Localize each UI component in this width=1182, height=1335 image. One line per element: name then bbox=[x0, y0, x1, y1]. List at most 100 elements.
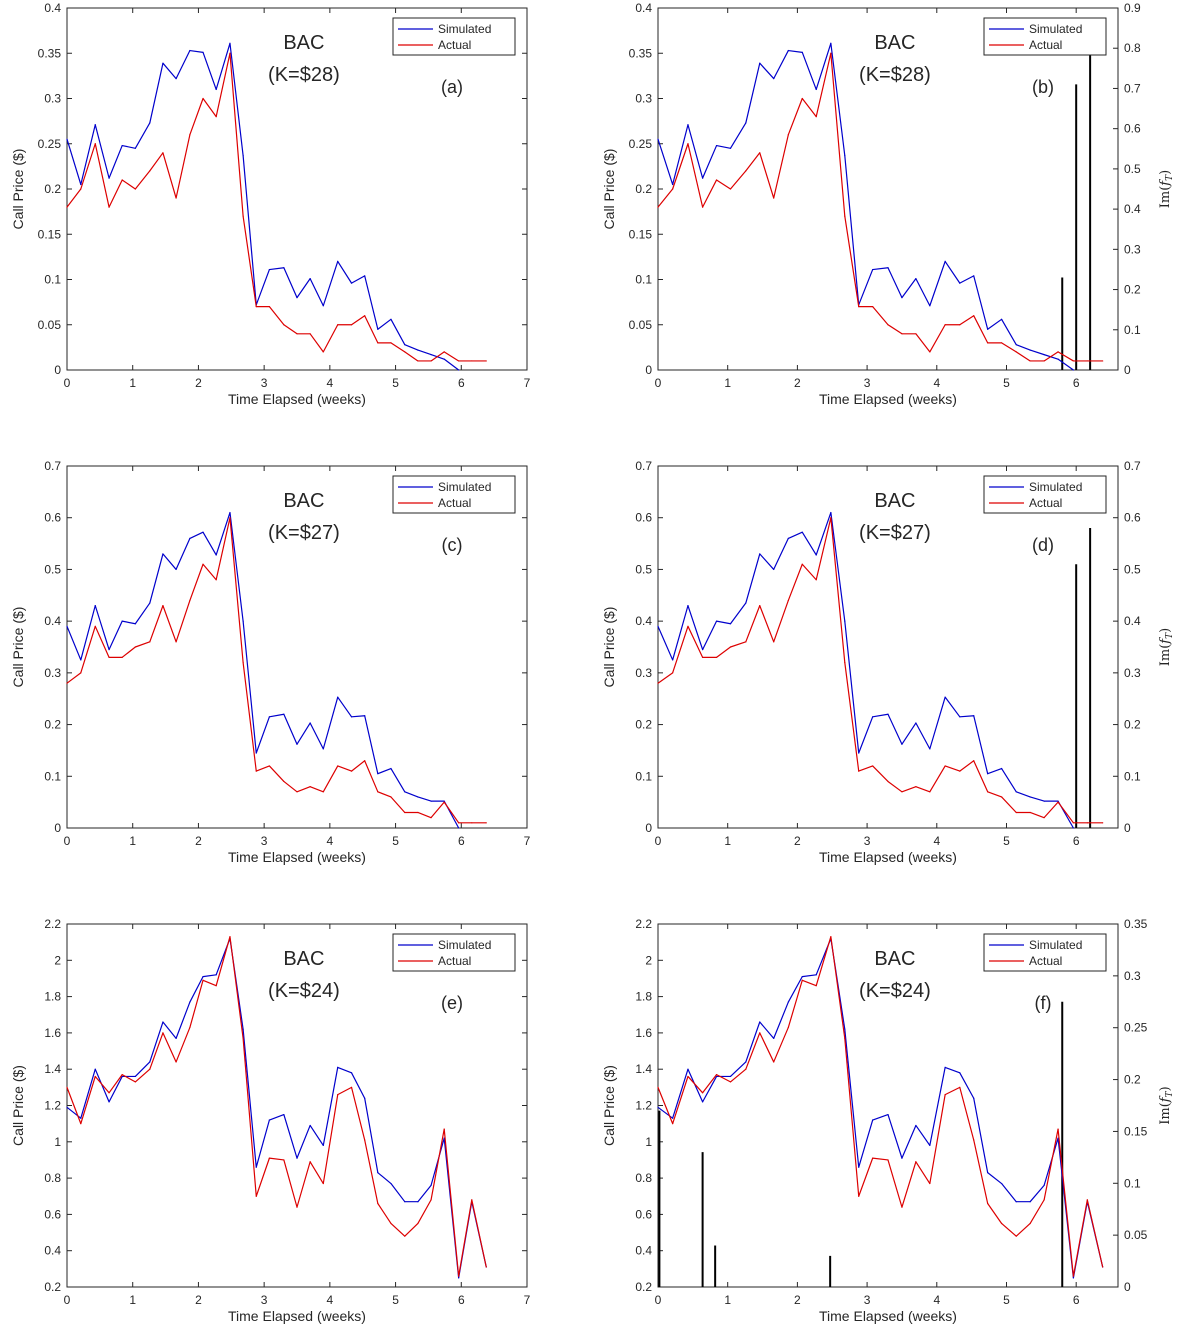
data-point bbox=[162, 1021, 164, 1023]
y-tick-label: 0.1 bbox=[44, 769, 61, 783]
y-axis-label: Call Price ($) bbox=[10, 1065, 26, 1146]
data-point bbox=[915, 722, 917, 724]
data-point bbox=[337, 1066, 339, 1068]
legend-box bbox=[392, 933, 516, 972]
x-tick-label: 2 bbox=[195, 376, 202, 390]
y-tick-label: 0.5 bbox=[635, 562, 652, 576]
data-point bbox=[1001, 318, 1003, 320]
x-tick-label: 1 bbox=[129, 1293, 136, 1307]
plot-area bbox=[66, 465, 528, 829]
data-point bbox=[94, 625, 96, 627]
data-point bbox=[887, 1159, 889, 1161]
data-point bbox=[268, 306, 270, 308]
y-tick-label: 1 bbox=[54, 1135, 61, 1149]
data-point bbox=[1001, 767, 1003, 770]
chart-panel-e: 0 1 2 3 4 5 6 7 0.2 0.4 0.6 0.8 1 1.2 1.4 1.6 1.8 2 2.2 Sim… bbox=[10, 917, 531, 1324]
data-point bbox=[729, 1075, 732, 1078]
x-tick-label: 1 bbox=[129, 376, 136, 390]
data-point bbox=[787, 1026, 789, 1029]
data-point bbox=[242, 661, 244, 664]
chart-title: BAC bbox=[874, 948, 915, 970]
data-point bbox=[973, 315, 975, 317]
data-point bbox=[80, 1117, 82, 1119]
data-point bbox=[364, 275, 366, 277]
data-point bbox=[255, 306, 257, 308]
panel-label: (a) bbox=[441, 77, 463, 97]
data-point bbox=[66, 206, 68, 208]
data-point bbox=[844, 1028, 846, 1030]
x-tick-label: 3 bbox=[261, 1293, 268, 1307]
y2-tick-label: 0.4 bbox=[1124, 614, 1141, 628]
data-point bbox=[1043, 354, 1045, 356]
y-tick-label: 0.6 bbox=[635, 1207, 652, 1221]
data-point bbox=[350, 324, 353, 326]
data-point bbox=[687, 124, 689, 126]
y2-tick-label: 0.3 bbox=[1124, 242, 1141, 256]
y-tick-label: 0.7 bbox=[44, 459, 61, 473]
data-point bbox=[134, 1081, 136, 1083]
x-axis-label: Time Elapsed (weeks) bbox=[819, 391, 957, 407]
y-tick-label: 0.4 bbox=[44, 614, 61, 628]
data-point bbox=[175, 641, 177, 643]
data-point bbox=[1029, 796, 1031, 798]
x-tick-label: 0 bbox=[64, 834, 71, 848]
data-point bbox=[364, 715, 366, 717]
data-point bbox=[485, 822, 487, 824]
data-point bbox=[189, 599, 191, 602]
y2-axis-label: Im(fT) bbox=[1158, 1086, 1175, 1124]
x-tick-label: 3 bbox=[864, 1293, 871, 1307]
data-point bbox=[801, 976, 803, 978]
data-point bbox=[1072, 827, 1074, 829]
data-point bbox=[108, 177, 110, 179]
data-point bbox=[987, 342, 989, 344]
data-point bbox=[715, 1074, 718, 1076]
y2-tick-label: 0.6 bbox=[1124, 511, 1141, 525]
data-point bbox=[242, 1037, 244, 1039]
data-point bbox=[108, 648, 110, 651]
data-point bbox=[672, 1123, 674, 1125]
data-point bbox=[322, 351, 324, 353]
y-tick-label: 2.2 bbox=[635, 917, 652, 931]
y2-tick-label: 0.2 bbox=[1124, 718, 1141, 732]
chart-subtitle: (K=$24) bbox=[859, 980, 931, 1002]
panel-label: (b) bbox=[1032, 77, 1054, 97]
data-point bbox=[242, 620, 244, 622]
x-tick-label: 6 bbox=[458, 834, 465, 848]
data-point bbox=[1029, 349, 1031, 351]
data-point bbox=[1043, 817, 1045, 819]
series-line bbox=[657, 517, 1103, 824]
data-point bbox=[1086, 822, 1088, 824]
x-tick-label: 7 bbox=[524, 376, 531, 390]
chart-subtitle: (K=$27) bbox=[859, 522, 931, 544]
data-point bbox=[729, 1081, 732, 1083]
data-point bbox=[901, 1157, 903, 1159]
data-point bbox=[417, 1201, 419, 1203]
y2-tick-label: 0.25 bbox=[1124, 1021, 1148, 1035]
data-point bbox=[759, 1021, 761, 1023]
data-point bbox=[929, 1144, 931, 1147]
y-tick-label: 0.25 bbox=[38, 137, 62, 151]
data-point bbox=[404, 791, 406, 793]
data-point bbox=[458, 1275, 460, 1277]
series-line bbox=[66, 52, 487, 362]
data-point bbox=[296, 297, 298, 299]
data-point bbox=[80, 672, 82, 674]
data-point bbox=[745, 170, 747, 172]
data-point bbox=[189, 1026, 191, 1029]
data-point bbox=[443, 358, 445, 360]
data-point bbox=[773, 1037, 775, 1039]
panel-label: (d) bbox=[1032, 535, 1054, 555]
data-point bbox=[322, 305, 324, 307]
legend-entry: Simulated bbox=[1029, 480, 1082, 494]
data-point bbox=[458, 1277, 460, 1279]
data-point bbox=[1043, 1184, 1045, 1186]
y-tick-label: 0 bbox=[645, 821, 652, 835]
data-point bbox=[175, 1061, 177, 1063]
data-point bbox=[715, 144, 718, 147]
data-point bbox=[458, 369, 460, 371]
data-point bbox=[1072, 822, 1074, 824]
series-line bbox=[657, 42, 1074, 371]
y-tick-label: 0.1 bbox=[635, 769, 652, 783]
y2-tick-label: 0.6 bbox=[1124, 122, 1141, 136]
data-point bbox=[471, 360, 473, 362]
